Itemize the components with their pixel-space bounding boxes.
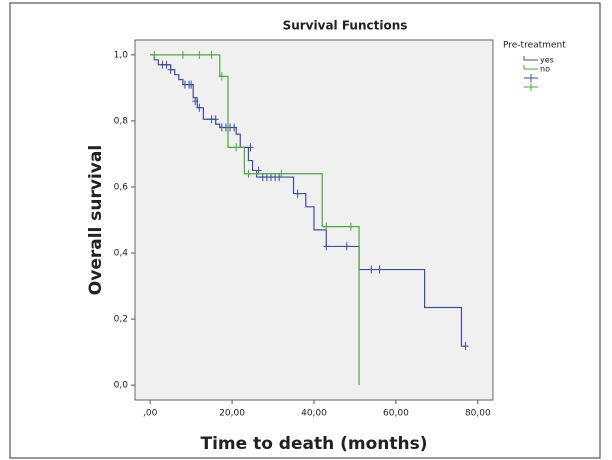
- censor-mark: [323, 222, 330, 231]
- censor-mark: [212, 115, 219, 124]
- legend-label: no: [540, 65, 550, 74]
- censor-mark: [151, 50, 158, 59]
- x-tick-label: 80,00: [465, 409, 491, 419]
- censor-mark: [278, 169, 285, 178]
- x-tick-label: 20,00: [219, 409, 245, 419]
- survival-curve: [150, 54, 360, 386]
- censor-mark: [294, 189, 301, 198]
- censor-mark: [231, 123, 238, 132]
- legend-censor: [524, 83, 538, 91]
- censor-mark: [179, 50, 186, 59]
- x-tick-label: 60,00: [383, 409, 409, 419]
- censor-mark: [323, 242, 330, 251]
- censor-mark: [343, 242, 350, 251]
- legend-swatch: [523, 56, 538, 61]
- censor-mark: [368, 265, 375, 274]
- y-tick-label: 0,0: [114, 381, 129, 391]
- y-tick-label: 0,4: [114, 249, 129, 259]
- legend-label: yes: [540, 56, 554, 65]
- censor-mark: [247, 143, 254, 152]
- censor-mark: [347, 222, 354, 231]
- censor-mark: [196, 50, 203, 59]
- censor-mark: [218, 72, 225, 81]
- censor-mark: [188, 80, 195, 89]
- censor-mark: [255, 166, 262, 175]
- y-axis-label: Overall survival: [86, 145, 106, 295]
- legend-censor: [524, 74, 538, 82]
- y-tick-label: 0,2: [114, 315, 128, 325]
- censor-mark: [192, 97, 199, 106]
- y-tick-label: 1,0: [114, 50, 129, 60]
- censor-mark: [233, 143, 240, 152]
- legend-swatch: [523, 65, 538, 70]
- x-axis-label: Time to death (months): [200, 434, 427, 454]
- survival-curve: [150, 54, 466, 347]
- y-tick-label: 0,8: [114, 116, 129, 126]
- censor-mark: [376, 265, 383, 274]
- chart-title: Survival Functions: [283, 19, 408, 33]
- x-tick-label: ,00: [143, 409, 158, 419]
- censor-mark: [462, 342, 469, 351]
- censor-mark: [245, 169, 252, 178]
- censor-mark: [163, 60, 170, 69]
- y-tick-label: 0,6: [114, 182, 129, 192]
- legend-title: Pre-treatment: [503, 41, 566, 51]
- censor-mark: [208, 50, 215, 59]
- censor-mark: [167, 65, 174, 74]
- censor-mark: [196, 103, 203, 112]
- x-tick-label: 40,00: [301, 409, 327, 419]
